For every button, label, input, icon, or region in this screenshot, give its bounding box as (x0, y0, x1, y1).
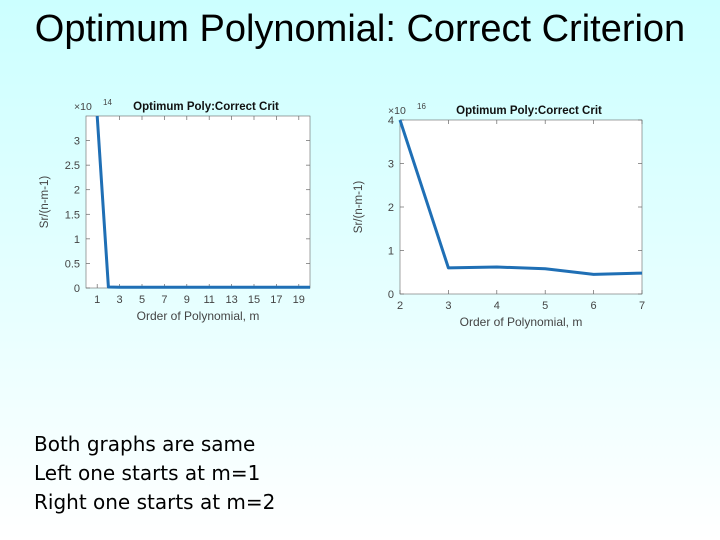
y-tick-label: 4 (388, 115, 394, 127)
x-tick-label: 2 (397, 300, 403, 312)
x-tick-label: 3 (445, 300, 451, 312)
note-line: Both graphs are same (34, 432, 256, 456)
y-tick-label: 3 (388, 159, 394, 171)
x-tick-label: 5 (542, 300, 548, 312)
note-line: Left one starts at m=1 (34, 461, 261, 485)
x-tick-label: 3 (117, 294, 123, 306)
y-axis-label: Sr/(n-m-1) (39, 176, 51, 229)
note-line: Right one starts at m=2 (34, 490, 276, 514)
y-tick-label: 0.5 (65, 258, 80, 270)
x-axis-label: Order of Polynomial, m (137, 309, 260, 323)
right-chart: 0 1 2 3 4 2 3 4 5 6 7 Optimum Poly:Correct Crit ×10 … (353, 96, 664, 346)
x-tick-label: 4 (494, 300, 500, 312)
y-tick-label: 2 (388, 202, 394, 214)
exponent-label: ×10 (388, 105, 406, 117)
x-tick-label: 15 (248, 294, 260, 306)
y-tick-label: 2.5 (65, 160, 80, 172)
y-tick-label: 1 (74, 234, 80, 246)
y-tick-label: 1.5 (65, 209, 80, 221)
y-tick-label: 0 (74, 283, 80, 295)
exponent-label: ×10 (74, 101, 92, 113)
x-tick-label: 1 (94, 294, 100, 306)
x-tick-label: 9 (184, 294, 190, 306)
plot-area (399, 119, 643, 295)
exponent-power: 16 (417, 102, 426, 111)
plot-area (85, 115, 311, 289)
y-tick-label: 2 (74, 185, 80, 197)
x-tick-label: 19 (293, 294, 305, 306)
chart-title: Optimum Poly:Correct Crit (456, 105, 602, 117)
chart-title: Optimum Poly:Correct Crit (133, 101, 279, 113)
x-tick-label: 13 (225, 294, 237, 306)
notes: Both graphs are same Left one starts at … (34, 430, 275, 517)
slide-title: Optimum Polynomial: Correct Criterion (34, 8, 686, 50)
exponent-power: 14 (103, 98, 112, 107)
y-tick-label: 1 (388, 246, 394, 258)
x-tick-label: 7 (639, 300, 645, 312)
x-tick-label: 11 (203, 294, 214, 306)
series-line (398, 119, 643, 276)
x-tick-label: 6 (591, 300, 597, 312)
y-axis-label: Sr/(n-m-1) (353, 181, 365, 234)
x-tick-label: 5 (139, 294, 145, 306)
left-chart: 0 0.5 1 1.5 2 2.5 3 1 3 5 7 9 11 13 15 17 19 Optimum Poly… (30, 88, 330, 338)
y-tick-label: 3 (74, 136, 80, 148)
y-tick-label: 0 (388, 289, 394, 301)
x-tick-label: 7 (161, 294, 167, 306)
series-line (95, 115, 310, 289)
x-tick-label: 17 (270, 294, 282, 306)
x-axis-label: Order of Polynomial, m (460, 315, 583, 329)
